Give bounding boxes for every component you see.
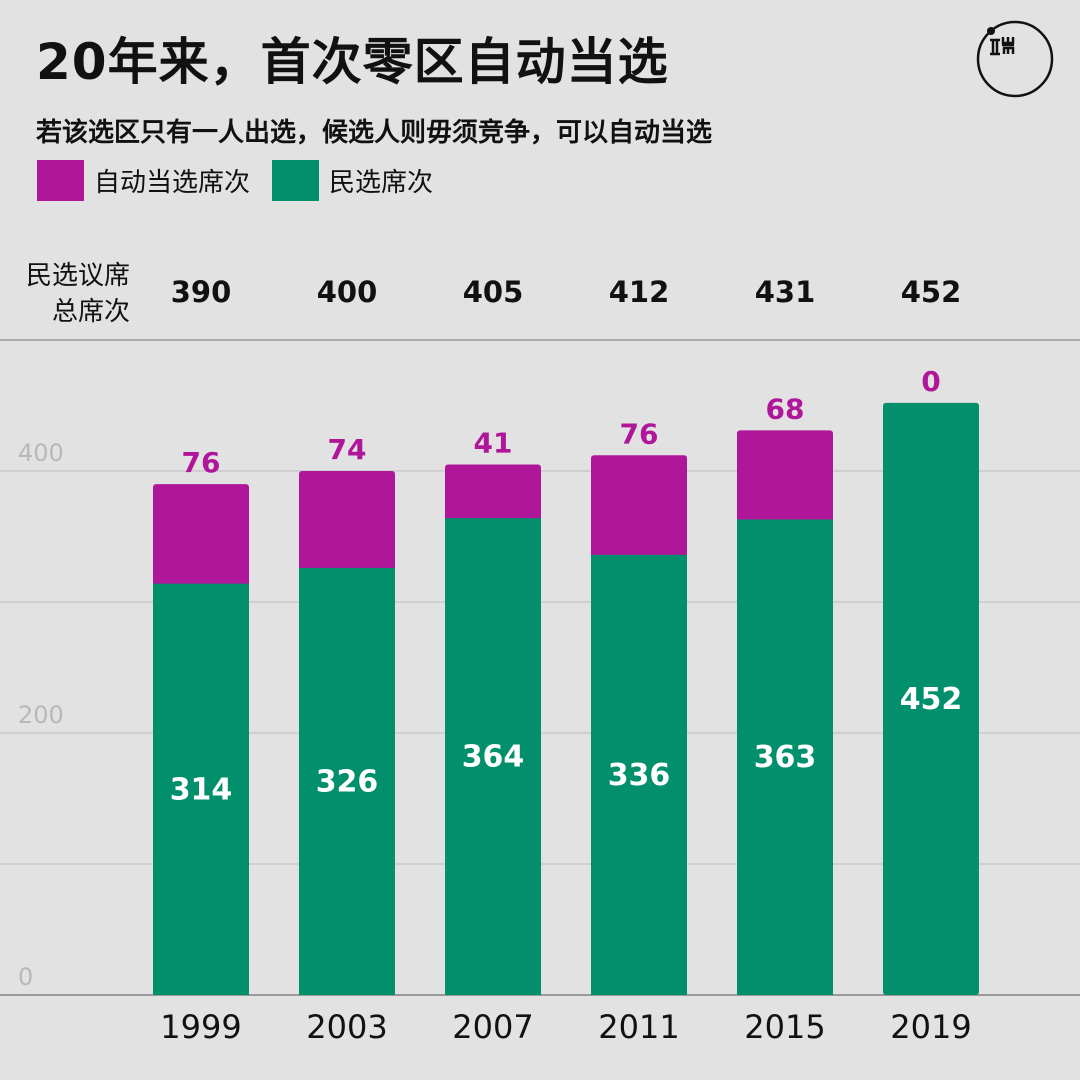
y-tick-label: 0	[18, 963, 33, 991]
bar-auto-elected	[299, 471, 395, 572]
totals-header: 民选议席 总席次	[26, 261, 130, 327]
data-label-contested: 326	[316, 764, 379, 799]
bar-auto-elected	[153, 484, 249, 588]
total-seats-value: 452	[901, 275, 962, 309]
x-tick-label: 2019	[890, 1008, 971, 1046]
total-seats-value: 405	[463, 275, 524, 309]
bars	[153, 402, 979, 995]
data-label-auto: 0	[921, 365, 940, 398]
bar-auto-elected	[591, 455, 687, 559]
bar-contested	[153, 583, 249, 995]
y-tick-label: 200	[18, 701, 64, 729]
data-label-auto: 76	[620, 417, 659, 450]
initium-logo-icon	[976, 20, 1054, 98]
data-label-contested: 336	[608, 758, 671, 793]
bar-contested	[299, 567, 395, 995]
legend-item-elected: 民选席次	[272, 160, 433, 201]
legend-label-elected: 民选席次	[329, 168, 434, 198]
legend-label-auto: 自动当选席次	[94, 168, 251, 198]
chart-subtitle: 若该选区只有一人出选，候选人则毋须竞争，可以自动当选	[36, 118, 713, 148]
legend-swatch-elected	[272, 160, 320, 201]
data-label-auto: 76	[182, 446, 221, 479]
x-tick-label: 2011	[598, 1008, 679, 1046]
x-tick-label: 1999	[160, 1008, 241, 1046]
bar-auto-elected	[737, 430, 833, 524]
bar-auto-elected	[445, 464, 541, 523]
total-seats-value: 390	[171, 275, 232, 309]
data-label-contested: 363	[754, 740, 817, 775]
data-labels: 76 314 390 1999 74 326 400 2003 41 364 405 2007 76 33…	[160, 275, 971, 1046]
legend-item-auto: 自动当选席次	[37, 160, 250, 201]
total-seats-value: 431	[755, 275, 816, 309]
total-seats-value: 400	[317, 275, 378, 309]
data-label-contested: 364	[462, 740, 525, 775]
totals-label-line-2: 总席次	[52, 297, 130, 327]
bar-contested	[445, 518, 541, 995]
bar-contested	[737, 519, 833, 995]
totals-label-line-1: 民选议席	[26, 261, 130, 291]
total-seats-value: 412	[609, 275, 670, 309]
legend: 自动当选席次 民选席次	[37, 160, 455, 201]
y-tick-label: 400	[18, 439, 64, 467]
data-label-auto: 74	[328, 433, 367, 466]
bar-contested	[591, 554, 687, 995]
data-label-contested: 314	[170, 772, 233, 807]
bar-contested	[883, 402, 979, 995]
data-label-auto: 41	[474, 426, 513, 459]
chart-title: 20年来，首次零区自动当选	[36, 33, 669, 91]
legend-swatch-auto	[37, 160, 84, 201]
data-label-contested: 452	[900, 682, 963, 717]
x-tick-label: 2015	[744, 1008, 825, 1046]
x-tick-label: 2007	[452, 1008, 533, 1046]
data-label-auto: 68	[766, 392, 805, 425]
x-tick-label: 2003	[306, 1008, 387, 1046]
